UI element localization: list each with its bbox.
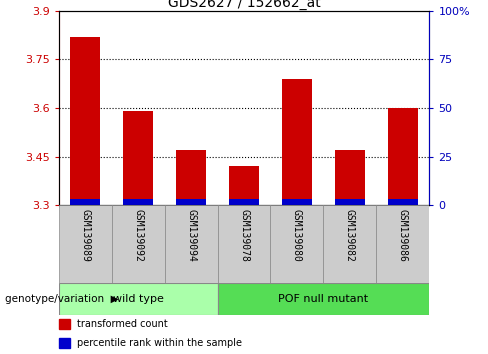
Bar (112, 205, 164, 283)
Bar (229, 166, 259, 205)
Bar (324, 205, 376, 283)
Bar (123, 111, 153, 205)
Text: POF null mutant: POF null mutant (279, 294, 368, 304)
Bar (177, 150, 205, 205)
Text: GSM139092: GSM139092 (133, 209, 143, 262)
Bar (218, 205, 270, 283)
Bar (59, 338, 70, 348)
Bar (388, 108, 418, 205)
Text: GSM139082: GSM139082 (345, 209, 355, 262)
Title: GDS2627 / 152662_at: GDS2627 / 152662_at (167, 0, 321, 10)
Bar (229, 200, 259, 205)
Text: percentile rank within the sample: percentile rank within the sample (77, 338, 242, 348)
Bar (59, 283, 218, 315)
Text: genotype/variation  ▶: genotype/variation ▶ (5, 294, 119, 304)
Text: GSM139078: GSM139078 (239, 209, 249, 262)
Bar (283, 200, 311, 205)
Bar (335, 150, 365, 205)
Bar (177, 200, 205, 205)
Bar (70, 200, 100, 205)
Text: wild type: wild type (113, 294, 163, 304)
Bar (70, 36, 100, 205)
Bar (59, 319, 70, 329)
Bar (335, 200, 365, 205)
Bar (376, 205, 429, 283)
Text: GSM139086: GSM139086 (398, 209, 408, 262)
Text: transformed count: transformed count (77, 319, 168, 329)
Bar (270, 205, 324, 283)
Text: GSM139080: GSM139080 (292, 209, 302, 262)
Text: GSM139094: GSM139094 (186, 209, 196, 262)
Bar (59, 205, 112, 283)
Bar (123, 200, 153, 205)
Bar (283, 79, 311, 205)
Text: GSM139089: GSM139089 (80, 209, 90, 262)
Bar (218, 283, 429, 315)
Bar (164, 205, 218, 283)
Bar (388, 200, 418, 205)
